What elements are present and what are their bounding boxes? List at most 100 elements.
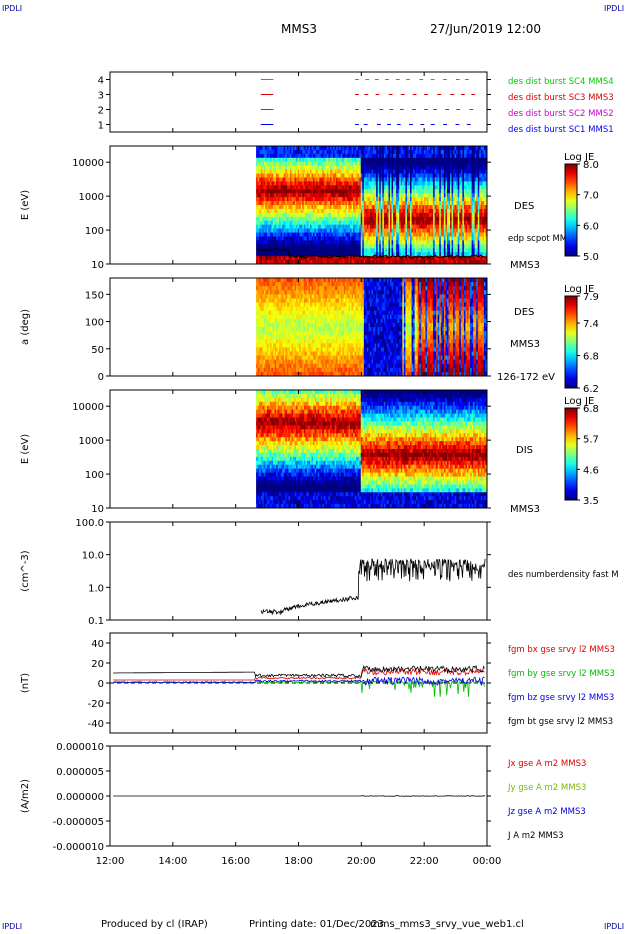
spectrogram-pixel: [302, 220, 305, 226]
spectrogram-pixel: [397, 181, 400, 186]
spectrogram-pixel: [362, 149, 365, 155]
spectrogram-pixel: [476, 240, 479, 245]
spectrogram-pixel: [354, 244, 357, 249]
spectrogram-pixel: [343, 169, 346, 174]
spectrogram-pixel: [333, 224, 335, 229]
spectrogram-pixel: [256, 177, 259, 182]
spectrogram-pixel: [325, 169, 328, 174]
spectrogram-pixel: [414, 224, 417, 229]
spectrogram-pixel: [283, 181, 286, 186]
spectrogram-pixel: [423, 149, 426, 155]
spectrogram-pixel: [454, 240, 457, 245]
spectrogram-pixel: [356, 193, 359, 198]
spectrogram-pixel: [400, 232, 403, 237]
spectrogram-pixel: [340, 220, 343, 226]
spectrogram-pixel: [256, 201, 259, 206]
spectrogram-pixel: [405, 193, 408, 198]
spectrogram-pixel: [374, 189, 377, 194]
spectrogram-pixel: [466, 208, 469, 214]
spectrogram-pixel: [400, 153, 403, 159]
spectrogram-pixel: [468, 177, 471, 182]
spectrogram-pixel: [368, 193, 371, 198]
spectrogram-pixel: [300, 197, 303, 202]
spectrogram-pixel: [296, 146, 299, 151]
spectrogram-pixel: [413, 165, 416, 170]
spectrogram-pixel: [474, 212, 477, 218]
spectrogram-pixel: [291, 181, 294, 186]
spectrogram-pixel: [323, 252, 326, 257]
spectrogram-pixel: [328, 205, 331, 210]
spectrogram-pixel: [430, 208, 432, 214]
spectrogram-pixel: [408, 185, 411, 190]
spectrogram-pixel: [399, 177, 402, 182]
spectrogram-pixel: [365, 177, 368, 182]
spectrogram-pixel: [399, 197, 402, 202]
spectrogram-pixel: [362, 228, 365, 233]
spectrogram-pixel: [368, 197, 371, 202]
spectrogram-pixel: [280, 165, 283, 170]
spectrogram-pixel: [317, 212, 320, 218]
spectrogram-pixel: [345, 146, 348, 151]
spectrogram-pixel: [436, 161, 439, 167]
spectrogram-pixel: [289, 189, 292, 194]
spectrogram-pixel: [288, 244, 291, 249]
spectrogram-pixel: [463, 212, 466, 218]
spectrogram-pixel: [331, 248, 334, 253]
spectrogram-pixel: [306, 232, 309, 237]
spectrogram-pixel: [291, 232, 294, 237]
spectrogram-pixel: [386, 212, 389, 218]
spectrogram-pixel: [462, 252, 465, 257]
spectrogram-pixel: [393, 252, 396, 257]
spectrogram-pixel: [331, 153, 334, 159]
spectrogram-pixel: [428, 228, 431, 233]
spectrogram-pixel: [345, 205, 348, 210]
spectrogram-pixel: [477, 260, 480, 265]
spectrogram-pixel: [256, 153, 259, 159]
spectrogram-pixel: [337, 201, 340, 206]
spectrogram-pixel: [299, 181, 302, 186]
spectrogram-pixel: [474, 189, 477, 194]
spectrogram-pixel: [443, 244, 446, 249]
spectrogram-pixel: [353, 205, 356, 210]
spectrogram-pixel: [462, 232, 465, 237]
spectrogram-pixel: [439, 244, 442, 249]
spectrogram-pixel: [262, 177, 265, 182]
spectrogram-pixel: [277, 205, 280, 210]
spectrogram-pixel: [339, 220, 342, 226]
spectrogram-pixel: [480, 252, 483, 257]
spectrogram-pixel: [385, 193, 388, 198]
spectrogram-pixel: [294, 189, 297, 194]
spectrogram-pixel: [316, 201, 319, 206]
spectrogram-pixel: [370, 240, 372, 245]
spectrogram-pixel: [413, 197, 416, 202]
spectrogram-pixel: [345, 173, 348, 178]
spectrogram-pixel: [463, 228, 466, 233]
spectrogram-pixel: [333, 169, 335, 174]
spectrogram-pixel: [279, 260, 282, 265]
spectrogram-pixel: [456, 161, 459, 167]
spectrogram-pixel: [256, 157, 259, 163]
spectrogram-pixel: [405, 149, 408, 155]
spectrogram-pixel: [285, 173, 288, 178]
spectrogram-pixel: [390, 212, 392, 218]
spectrogram-pixel: [279, 193, 282, 198]
spectrogram-pixel: [393, 256, 396, 261]
spectrogram-pixel: [388, 169, 391, 174]
spectrogram-pixel: [471, 161, 474, 167]
spectrogram-pixel: [403, 189, 406, 194]
spectrogram-pixel: [428, 189, 431, 194]
spectrogram-pixel: [320, 244, 323, 249]
spectrogram-pixel: [419, 220, 422, 226]
spectrogram-pixel: [328, 248, 331, 253]
spectrogram-pixel: [334, 208, 337, 214]
spectrogram-pixel: [286, 201, 289, 206]
spectrogram-pixel: [286, 232, 289, 237]
spectrogram-pixel: [339, 157, 342, 163]
spectrogram-pixel: [445, 165, 448, 170]
spectrogram-pixel: [306, 177, 309, 182]
spectrogram-pixel: [426, 181, 429, 186]
spectrogram-pixel: [466, 157, 469, 163]
spectrogram-pixel: [410, 232, 412, 237]
spectrogram-pixel: [462, 173, 465, 178]
spectrogram-pixel: [274, 193, 277, 198]
